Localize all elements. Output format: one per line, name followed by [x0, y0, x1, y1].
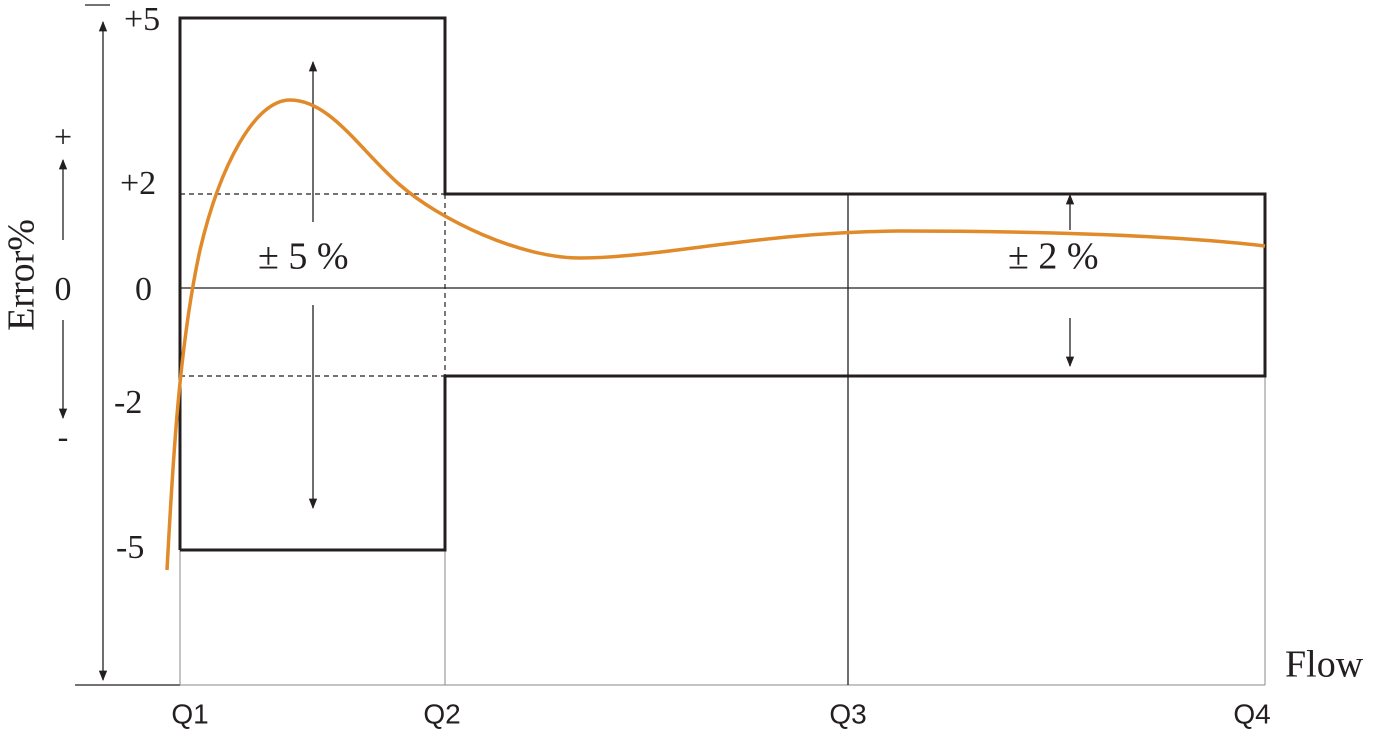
x-tick-label: Q4 — [1233, 698, 1270, 729]
y-tick-label: -2 — [114, 384, 142, 421]
y-tick-label: +2 — [120, 165, 156, 202]
annotation: ± 2 % — [1008, 236, 1099, 278]
y-tick-label: -5 — [116, 529, 144, 566]
y-tick-label: 0 — [135, 271, 152, 308]
error-curve — [165, 98, 1266, 571]
y-axis-title: Error% — [1, 219, 43, 331]
annotation: ± 5 % — [258, 236, 349, 278]
x-tick-label: Q3 — [829, 698, 866, 729]
y-tick-label: +5 — [124, 1, 160, 38]
y-direction: 0 — [55, 271, 72, 308]
x-tick-label: Q2 — [423, 698, 460, 729]
frame — [58, 4, 1267, 686]
y-direction: - — [58, 418, 69, 454]
y-direction: + — [54, 118, 72, 154]
x-tick-label: Q1 — [171, 698, 208, 729]
x-axis-title: Flow — [1285, 644, 1364, 686]
